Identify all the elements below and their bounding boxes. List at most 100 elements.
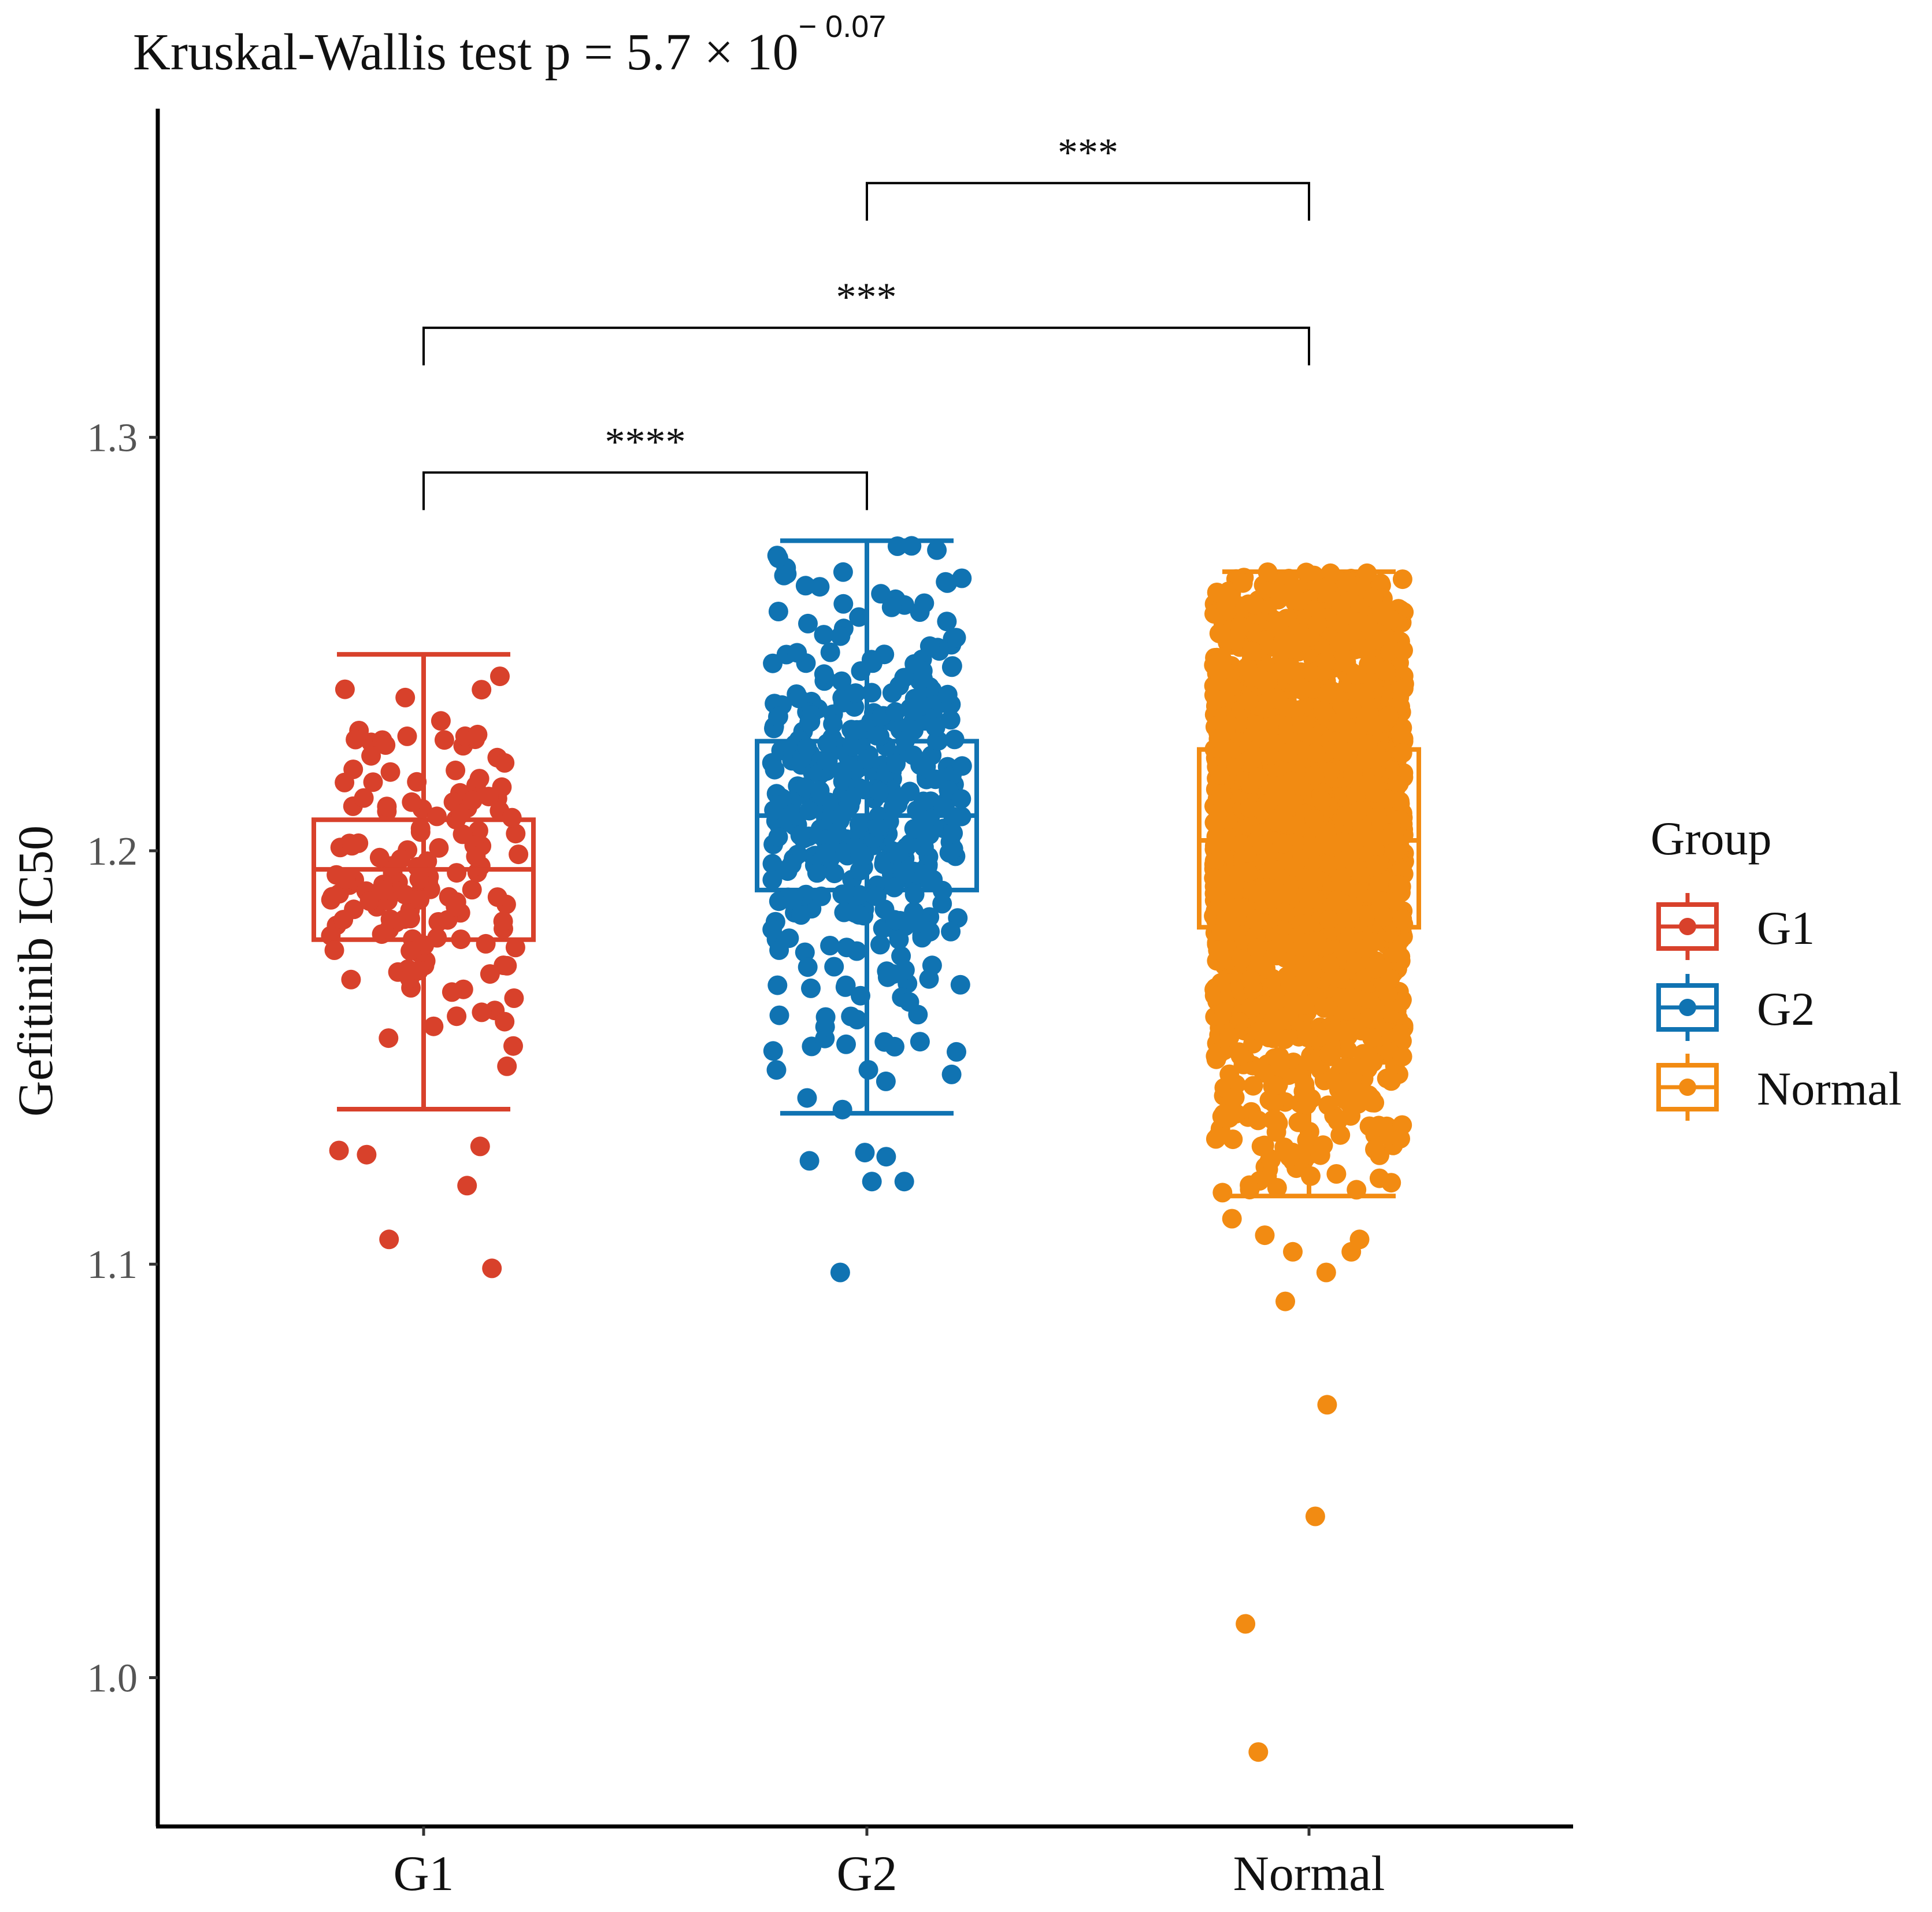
- data-point: [885, 910, 906, 931]
- data-point: [851, 985, 870, 1006]
- data-point: [1390, 724, 1410, 744]
- data-point: [410, 822, 431, 842]
- data-point: [1392, 909, 1412, 929]
- data-point: [453, 824, 473, 844]
- data-point: [1392, 743, 1412, 763]
- data-point: [847, 1010, 867, 1029]
- data-point: [1306, 743, 1326, 763]
- data-point: [1278, 661, 1298, 681]
- data-point: [1297, 1027, 1318, 1047]
- data-point: [1206, 690, 1226, 710]
- data-point: [799, 712, 819, 732]
- data-point: [1363, 588, 1384, 608]
- data-point: [1219, 1027, 1240, 1047]
- data-point: [342, 836, 362, 856]
- data-point: [881, 597, 902, 617]
- chart-title: Kruskal-Wallis test p = 5.7 × 10− 0.07: [133, 9, 886, 81]
- data-point: [849, 607, 869, 627]
- data-point: [791, 905, 811, 925]
- data-point: [789, 688, 809, 709]
- data-point: [495, 753, 515, 773]
- data-point: [774, 565, 794, 586]
- outlier-point: [1275, 1291, 1295, 1311]
- data-point: [768, 602, 788, 621]
- data-point: [1392, 1047, 1412, 1066]
- data-point: [506, 824, 526, 844]
- data-point: [1300, 1166, 1321, 1186]
- data-point: [472, 1002, 492, 1022]
- data-point: [1280, 974, 1300, 995]
- x-tick-label: Normal: [1233, 1846, 1385, 1901]
- data-point: [1299, 889, 1319, 909]
- data-point: [1281, 771, 1301, 791]
- data-point: [846, 683, 866, 703]
- data-point: [401, 941, 421, 961]
- data-point: [1275, 948, 1295, 968]
- data-point: [1240, 1180, 1260, 1200]
- data-point: [1362, 713, 1381, 732]
- data-point: [1319, 954, 1340, 974]
- data-point: [795, 942, 815, 962]
- data-point: [1245, 595, 1265, 615]
- data-point: [810, 577, 830, 597]
- data-point: [363, 772, 383, 792]
- data-point: [409, 869, 429, 890]
- data-point: [1230, 616, 1250, 636]
- data-point: [1268, 1074, 1288, 1095]
- data-point: [840, 789, 861, 809]
- data-point: [391, 849, 411, 869]
- data-point: [1273, 632, 1293, 653]
- outlier-point: [457, 1176, 477, 1196]
- points-g2: [762, 536, 972, 1283]
- data-point: [1273, 833, 1293, 854]
- data-point: [1346, 952, 1366, 972]
- data-point: [795, 777, 815, 797]
- data-point: [1263, 1110, 1283, 1130]
- data-point: [884, 877, 904, 898]
- data-point: [850, 846, 870, 866]
- data-point: [1342, 699, 1362, 719]
- data-point: [876, 1071, 896, 1091]
- data-point: [913, 669, 933, 688]
- data-point: [1304, 809, 1325, 829]
- data-point: [1288, 1112, 1308, 1132]
- data-point: [1251, 1136, 1271, 1157]
- outlier-point: [1341, 1242, 1362, 1262]
- significance-label: ****: [605, 420, 686, 464]
- data-point: [814, 664, 834, 684]
- legend-key-dot: [1679, 918, 1696, 935]
- data-point: [505, 938, 525, 958]
- data-point: [1319, 762, 1340, 782]
- data-point: [832, 671, 852, 691]
- bracket-line: [422, 471, 868, 510]
- data-point: [409, 961, 429, 981]
- data-point: [763, 1041, 783, 1061]
- data-point: [1390, 1129, 1410, 1148]
- data-point: [937, 612, 957, 632]
- y-tick-label: 1.2: [87, 829, 138, 874]
- data-point: [1254, 995, 1274, 1015]
- data-point: [434, 730, 454, 750]
- data-point: [1255, 729, 1275, 749]
- data-point: [810, 780, 830, 801]
- data-point: [1326, 1073, 1347, 1093]
- data-point: [941, 1064, 962, 1084]
- y-ticks: 1.0 1.1 1.2 1.3: [87, 416, 158, 1700]
- outlier-point: [470, 1136, 490, 1157]
- data-point: [932, 894, 952, 914]
- data-point: [1212, 1183, 1233, 1203]
- data-point: [1296, 562, 1317, 583]
- data-point: [1242, 640, 1262, 661]
- data-point: [1219, 1064, 1240, 1084]
- data-point: [801, 978, 821, 998]
- data-point: [1369, 1117, 1389, 1137]
- data-point: [395, 687, 416, 707]
- data-point: [490, 666, 510, 687]
- y-tick-label: 1.1: [87, 1243, 138, 1287]
- data-point: [925, 717, 945, 738]
- data-point: [1255, 799, 1275, 820]
- data-point: [1248, 1110, 1268, 1131]
- data-point: [1359, 1008, 1380, 1028]
- data-point: [1307, 614, 1327, 634]
- data-point: [851, 661, 871, 681]
